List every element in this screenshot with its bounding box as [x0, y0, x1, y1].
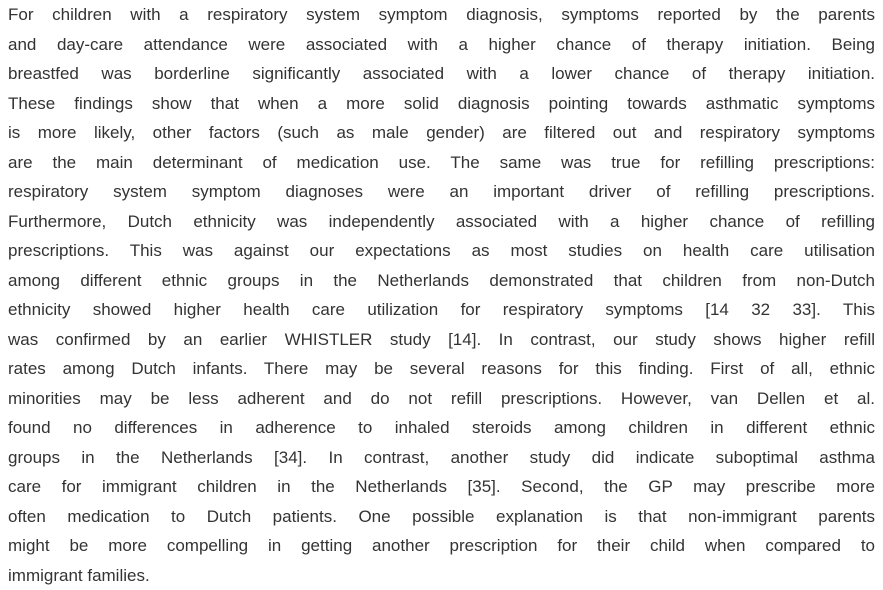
text-line: prescriptions. This was against our expe…: [8, 241, 875, 260]
text-line: and day-care attendance were associated …: [8, 34, 875, 54]
text-line: ethnicity showed higher health care util…: [8, 300, 875, 319]
text-line: is more likely, other factors (such as m…: [8, 123, 875, 142]
text-line: are the main determinant of medication u…: [8, 152, 875, 172]
text-line: often medication to Dutch patients. One …: [8, 506, 875, 526]
text-line: groups in the Netherlands [34]. In contr…: [8, 447, 875, 467]
text-line: immigrant families.: [8, 565, 150, 585]
text-line: care for immigrant children in the Nethe…: [8, 477, 875, 496]
text-line: respiratory system symptom diagnoses wer…: [8, 182, 875, 201]
text-line: might be more compelling in getting anot…: [8, 536, 875, 555]
text-line: These findings show that when a more sol…: [8, 93, 875, 113]
text-line: found no differences in adherence to inh…: [8, 418, 875, 437]
text-line: was confirmed by an earlier WHISTLER stu…: [8, 329, 875, 349]
text-line: minorities may be less adherent and do n…: [8, 388, 875, 408]
text-line: rates among Dutch infants. There may be …: [8, 359, 875, 378]
text-line: Furthermore, Dutch ethnicity was indepen…: [8, 211, 875, 231]
text-line: For children with a respiratory system s…: [8, 5, 875, 24]
text-line: among different ethnic groups in the Net…: [8, 270, 875, 290]
text-line: breastfed was borderline significantly a…: [8, 64, 875, 83]
